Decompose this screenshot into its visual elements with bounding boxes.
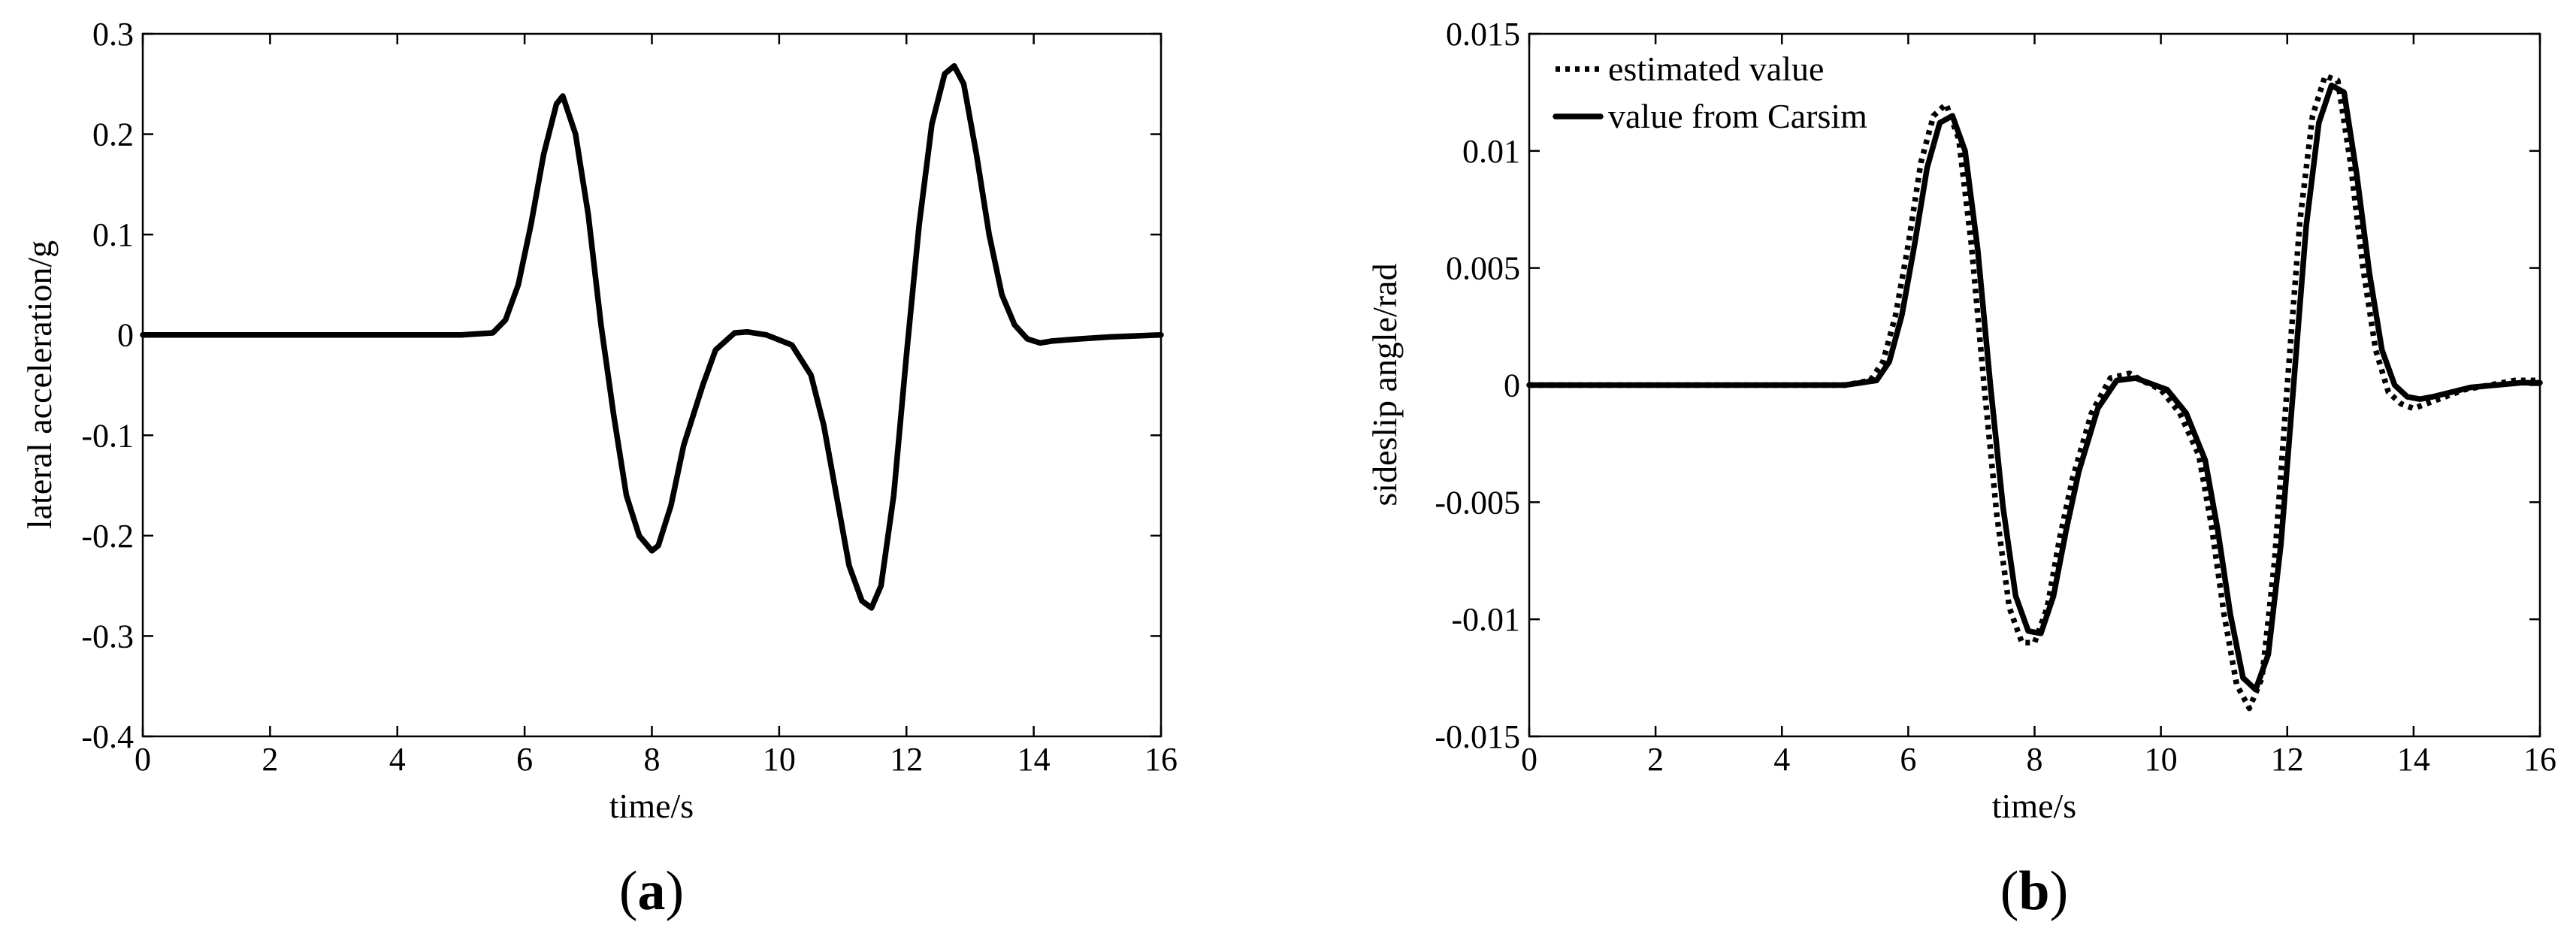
chart-a-series-line [140, 62, 1164, 611]
chart-b-series-value-from-carsim [1526, 82, 2543, 693]
chart-b-series [1526, 73, 2543, 712]
chart-a-xtick-label: 14 [1017, 741, 1051, 778]
chart-a-ytick-label: 0.1 [92, 216, 134, 253]
legend-label-value-from-carsim: value from Carsim [1608, 97, 1867, 135]
chart-b-ytick-label: -0.005 [1435, 484, 1520, 521]
chart-a-xtick-label: 12 [890, 741, 923, 778]
panel-label-b-letter: b [2018, 860, 2049, 922]
chart-b-xtick-label: 0 [1521, 741, 1537, 778]
chart-b-ytick-label: 0.015 [1446, 16, 1520, 53]
panel-label-a-open: ( [619, 860, 638, 922]
chart-a-xtick-label: 4 [389, 741, 406, 778]
chart-b-ylabel: sideslip angle/rad [1365, 263, 1404, 506]
chart-b-ytick-label: 0.005 [1446, 250, 1520, 287]
chart-a-ticks: 0 2 4 6 8 10 12 14 16 -0.4 -0.3 -0.2 -0.1 0 0.1 0.2 0.3 [81, 16, 1178, 778]
chart-b-legend: estimated value value from Carsim [1553, 50, 1867, 135]
chart-a-lateral-acceleration: 0 2 4 6 8 10 12 14 16-0.4-0.3-0.2-0.100.10.20.3 … [20, 16, 1178, 825]
chart-b-xtick-label: 6 [1900, 741, 1916, 778]
chart-b-xtick-label: 12 [2271, 741, 2304, 778]
chart-a-ytick-label: 0 [117, 317, 134, 354]
chart-b-xtick-label: 10 [2145, 741, 2178, 778]
chart-b-xtick-label: 4 [1773, 741, 1790, 778]
chart-b-xtick-label: 14 [2397, 741, 2430, 778]
chart-a-xtick-label: 8 [644, 741, 661, 778]
chart-a-xtick-label: 10 [763, 741, 796, 778]
chart-b-ytick-label: -0.015 [1435, 718, 1520, 755]
chart-b-ticks: 0 2 4 6 8 10 12 14 16 -0.015 -0.01 -0.005 0 0.005 0.01… [1435, 16, 2556, 778]
chart-a-xtick-label: 0 [135, 741, 151, 778]
chart-a-ytick-label: -0.3 [81, 618, 134, 654]
chart-a-ytick-label: -0.1 [81, 417, 134, 454]
chart-b-xtick-label: 8 [2027, 741, 2043, 778]
chart-b-xtick-label: 2 [1647, 741, 1664, 778]
chart-b-ytick-label: -0.01 [1451, 601, 1520, 638]
chart-a-xtick-label: 6 [516, 741, 533, 778]
panel-label-b-open: ( [2000, 860, 2019, 922]
chart-b-sideslip-angle: 0 2 4 6 8 10 12 14 16 -0.015 -0.01 -0.005 0 0.005 0.01… [1365, 16, 2556, 825]
chart-b-xtick-label: 16 [2523, 741, 2556, 778]
chart-a-ytick-label: -0.2 [81, 518, 134, 555]
panel-label-b-close: ) [2050, 860, 2069, 922]
chart-a-ytick-label: -0.4 [81, 718, 134, 755]
chart-a-ytick-label: 0.2 [92, 116, 134, 153]
panel-label-a-letter: a [638, 860, 666, 922]
chart-a-plot-frame [141, 32, 1163, 738]
chart-a-series [140, 62, 1164, 611]
chart-b-ytick-label: 0 [1504, 367, 1520, 404]
chart-b-ytick-label: 0.01 [1462, 133, 1520, 170]
chart-a-xtick-label: 2 [262, 741, 278, 778]
chart-a-ylabel: lateral acceleration/g [20, 240, 59, 529]
panel-label-b: (b) [2000, 860, 2068, 922]
chart-a-ytick-label: 0.3 [92, 16, 134, 53]
chart-a-xtick-label: 16 [1144, 741, 1178, 778]
panel-label-a: (a) [619, 860, 684, 922]
chart-a-xlabel: time/s [609, 787, 694, 825]
panel-label-a-close: ) [666, 860, 685, 922]
chart-b-series-estimated-value [1529, 73, 2540, 712]
chart-b-xlabel: time/s [1992, 787, 2076, 825]
legend-label-estimated-value: estimated value [1608, 50, 1824, 88]
